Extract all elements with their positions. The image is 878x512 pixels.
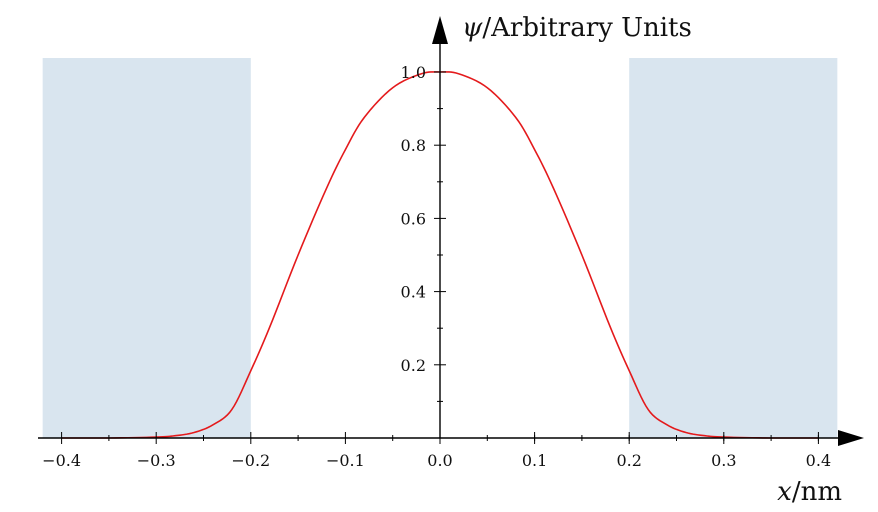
x-tick-label: −0.2 <box>231 451 270 470</box>
x-tick-label: −0.4 <box>42 451 81 470</box>
x-tick-label: 0.3 <box>711 451 736 470</box>
x-axis-unit: /nm <box>792 477 842 507</box>
x-axis-arrowhead <box>838 430 864 446</box>
y-tick-label: 0.8 <box>401 136 426 155</box>
y-tick-label: 0.4 <box>401 283 426 302</box>
left-barrier-region <box>42 58 251 438</box>
y-axis-label: ψ/Arbitrary Units <box>462 13 692 43</box>
y-axis-unit: /Arbitrary Units <box>482 13 691 43</box>
x-tick-label: 0.0 <box>427 451 452 470</box>
x-tick-label: 0.1 <box>522 451 547 470</box>
x-tick-label: −0.3 <box>137 451 176 470</box>
right-barrier-region <box>629 58 838 438</box>
x-tick-label: 0.2 <box>616 451 641 470</box>
x-axis-ticks: −0.4 −0.3 −0.2 −0.1 0.0 0.1 0.2 0.3 0.4 <box>42 432 831 470</box>
barrier-regions <box>42 58 838 438</box>
x-tick-label: 0.4 <box>806 451 831 470</box>
y-axis-symbol: ψ <box>462 13 483 43</box>
y-tick-label: 0.2 <box>401 356 426 375</box>
x-axis-symbol: x <box>777 477 792 507</box>
x-tick-label: −0.1 <box>326 451 365 470</box>
y-tick-label: 1.0 <box>401 63 426 82</box>
axes <box>38 16 864 446</box>
x-axis-label: x/nm <box>777 477 842 507</box>
y-tick-label: 0.6 <box>401 209 426 228</box>
y-axis-arrowhead <box>432 16 448 44</box>
y-axis-ticks: 0.2 0.4 0.6 0.8 1.0 <box>401 63 446 402</box>
